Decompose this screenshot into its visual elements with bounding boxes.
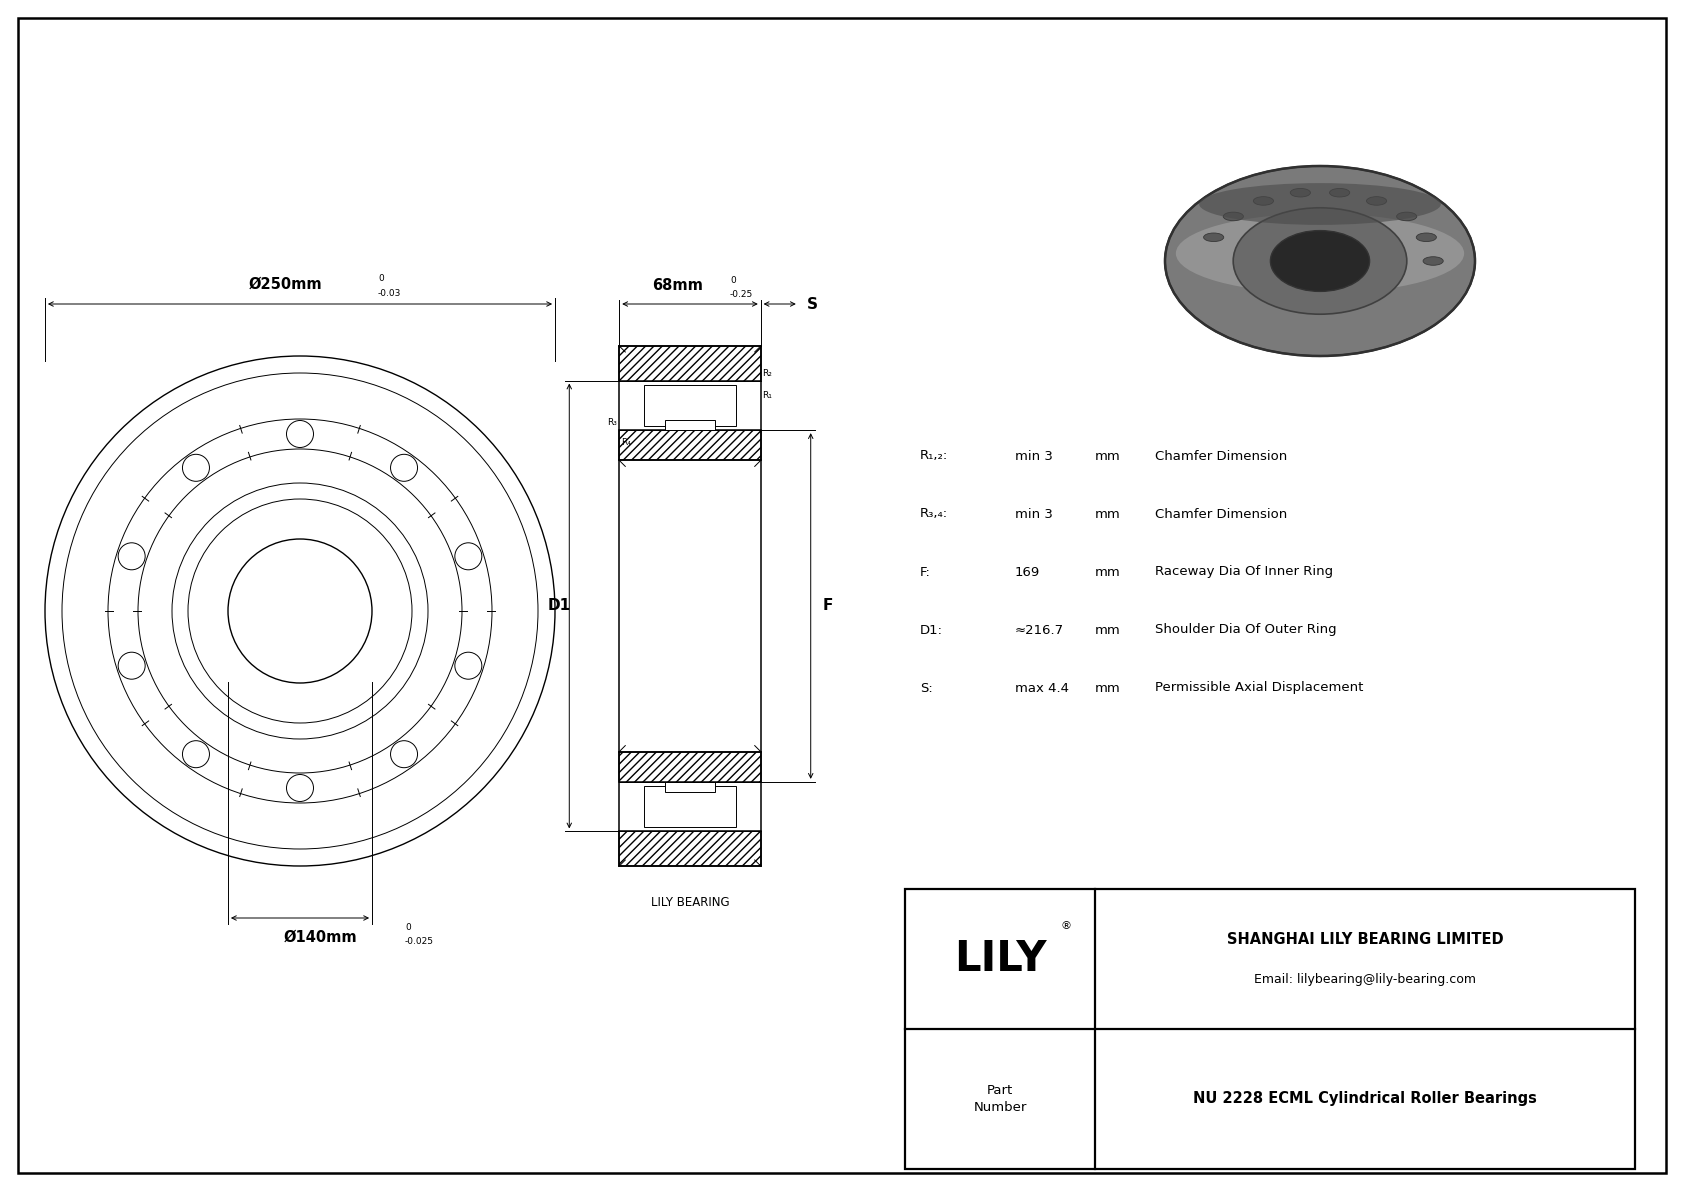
Text: Ø250mm: Ø250mm xyxy=(248,278,322,292)
Ellipse shape xyxy=(1175,213,1463,293)
Text: min 3: min 3 xyxy=(1015,507,1052,520)
Text: LILY BEARING: LILY BEARING xyxy=(650,896,729,909)
Ellipse shape xyxy=(1423,257,1443,266)
Text: Email: lilybearing@lily-bearing.com: Email: lilybearing@lily-bearing.com xyxy=(1255,973,1475,985)
Ellipse shape xyxy=(1204,233,1224,242)
Text: ®: ® xyxy=(1059,921,1071,931)
Text: NU 2228 ECML Cylindrical Roller Bearings: NU 2228 ECML Cylindrical Roller Bearings xyxy=(1192,1091,1537,1106)
Bar xyxy=(665,420,714,430)
Bar xyxy=(904,888,1635,1170)
Text: 68mm: 68mm xyxy=(653,278,704,293)
Ellipse shape xyxy=(1165,235,1475,287)
Text: R₃: R₃ xyxy=(608,418,618,428)
Text: min 3: min 3 xyxy=(1015,449,1052,462)
Ellipse shape xyxy=(1290,188,1310,197)
Ellipse shape xyxy=(1233,207,1406,314)
Bar xyxy=(620,347,761,381)
Text: S:: S: xyxy=(919,681,933,694)
Text: R₃,₄:: R₃,₄: xyxy=(919,507,948,520)
Text: LILY: LILY xyxy=(953,939,1046,980)
Text: R₁,₂:: R₁,₂: xyxy=(919,449,948,462)
Text: max 4.4: max 4.4 xyxy=(1015,681,1069,694)
Ellipse shape xyxy=(1223,212,1243,220)
Text: mm: mm xyxy=(1095,624,1122,636)
Ellipse shape xyxy=(1366,197,1386,205)
Ellipse shape xyxy=(1270,231,1369,292)
Text: R₂: R₂ xyxy=(761,369,771,378)
Bar xyxy=(643,786,736,827)
Text: F: F xyxy=(823,599,834,613)
Text: mm: mm xyxy=(1095,507,1122,520)
Bar xyxy=(643,385,736,425)
Text: Shoulder Dia Of Outer Ring: Shoulder Dia Of Outer Ring xyxy=(1155,624,1337,636)
Text: ≈216.7: ≈216.7 xyxy=(1015,624,1064,636)
Text: -0.025: -0.025 xyxy=(404,937,434,946)
Text: Chamfer Dimension: Chamfer Dimension xyxy=(1155,507,1287,520)
Ellipse shape xyxy=(1396,212,1416,220)
Bar xyxy=(620,430,761,461)
Text: -0.03: -0.03 xyxy=(377,289,401,298)
Text: 0: 0 xyxy=(404,923,411,933)
Text: 169: 169 xyxy=(1015,566,1041,579)
Text: S: S xyxy=(807,297,818,312)
Ellipse shape xyxy=(1165,166,1475,356)
Ellipse shape xyxy=(1199,183,1442,225)
Text: D1: D1 xyxy=(547,599,571,613)
Text: mm: mm xyxy=(1095,449,1122,462)
Text: 0: 0 xyxy=(729,276,736,285)
Text: 0: 0 xyxy=(377,274,384,283)
Text: F:: F: xyxy=(919,566,931,579)
Bar xyxy=(665,781,714,792)
Text: Raceway Dia Of Inner Ring: Raceway Dia Of Inner Ring xyxy=(1155,566,1334,579)
Text: D1:: D1: xyxy=(919,624,943,636)
Ellipse shape xyxy=(1416,233,1436,242)
Text: mm: mm xyxy=(1095,681,1122,694)
Text: Ø140mm: Ø140mm xyxy=(283,930,357,944)
Ellipse shape xyxy=(1330,188,1349,197)
Text: Permissible Axial Displacement: Permissible Axial Displacement xyxy=(1155,681,1364,694)
Text: R₁: R₁ xyxy=(761,391,771,400)
Text: Chamfer Dimension: Chamfer Dimension xyxy=(1155,449,1287,462)
Text: SHANGHAI LILY BEARING LIMITED: SHANGHAI LILY BEARING LIMITED xyxy=(1226,931,1504,947)
Text: -0.25: -0.25 xyxy=(729,289,753,299)
Ellipse shape xyxy=(1253,197,1273,205)
Text: Part
Number: Part Number xyxy=(973,1084,1027,1114)
Bar xyxy=(620,752,761,781)
Text: R₄: R₄ xyxy=(621,438,632,448)
Bar xyxy=(620,831,761,866)
Text: mm: mm xyxy=(1095,566,1122,579)
